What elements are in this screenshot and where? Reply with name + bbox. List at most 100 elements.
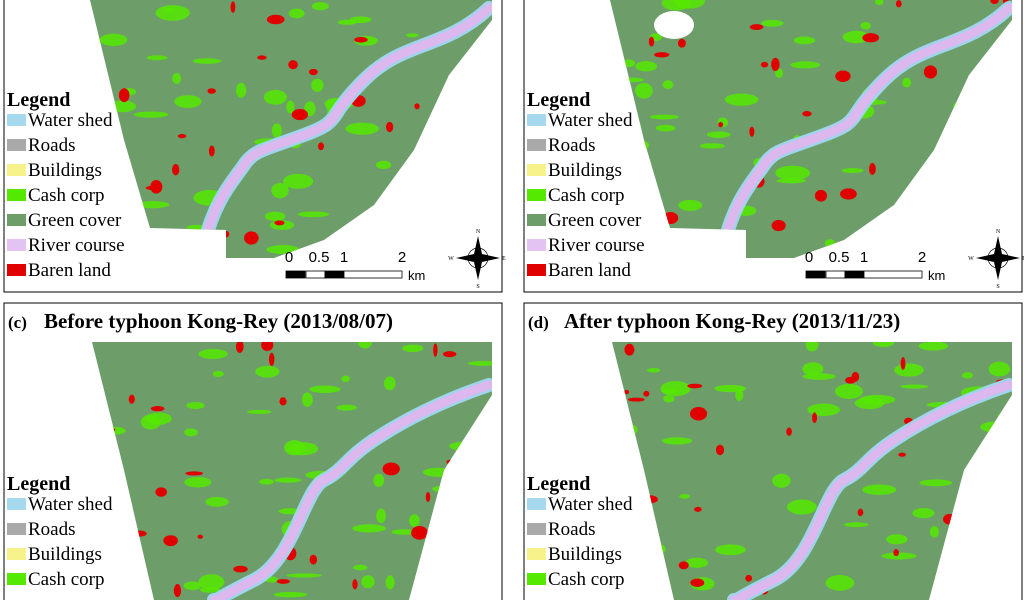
legend-label: River course (28, 235, 125, 256)
legend-label: Cash corp (28, 185, 105, 206)
bare-land-patch (694, 506, 702, 512)
bare-land-patch (425, 491, 431, 503)
scale-bar (343, 270, 403, 279)
scale-label: 0 (805, 249, 813, 266)
scale-bar (285, 270, 306, 279)
cash-crop-patch (860, 21, 871, 30)
cash-crop-patch (776, 178, 806, 184)
legend-swatch (7, 548, 26, 560)
scale-bar (324, 270, 345, 279)
bare-land-patch (923, 65, 938, 79)
bare-land-patch (442, 351, 457, 358)
cash-crop-patch (881, 552, 917, 560)
legend-swatch (7, 164, 26, 176)
scale-bar (825, 270, 846, 279)
scale-bar (844, 270, 865, 279)
cash-crop-patch (894, 363, 924, 377)
cash-crop-patch (775, 68, 784, 78)
cash-crop-patch (678, 199, 703, 211)
bare-land-patch (268, 352, 275, 366)
scale-label: 1 (340, 249, 348, 266)
cash-crop-patch (902, 77, 912, 88)
panel-title: Before typhoon Kong-Rey (2013/08/07) (44, 309, 393, 333)
cash-crop-patch (155, 5, 190, 21)
scale-label: 0.5 (309, 249, 330, 266)
cash-crop-patch (375, 160, 392, 170)
legend-label: River course (548, 235, 645, 256)
compass-letter: S (476, 284, 479, 290)
bare-land-patch (786, 427, 792, 436)
compass-letter: N (476, 229, 481, 235)
cash-crop-patch (843, 522, 869, 528)
legend-label: Roads (548, 135, 596, 156)
bare-land-patch (172, 163, 180, 176)
cash-crop-patch (336, 404, 357, 411)
bare-land-patch (230, 1, 236, 13)
scale-label: 2 (398, 249, 406, 266)
bare-land-patch (318, 142, 324, 151)
legend-label: Buildings (28, 544, 102, 565)
legend-label: Water shed (28, 494, 113, 515)
legend-label: Green cover (548, 210, 642, 231)
scale-bar (305, 270, 326, 279)
cash-crop-patch (361, 575, 375, 589)
scale-bar (863, 270, 923, 279)
cash-crop-patch (706, 131, 731, 138)
cash-crop-patch (807, 403, 841, 417)
cash-crop-patch (353, 564, 368, 571)
bare-land-patch (185, 471, 204, 476)
bare-land-patch (893, 549, 899, 557)
cash-crop-patch (724, 93, 759, 106)
legend-label: Water shed (548, 110, 633, 131)
bare-land-patch (678, 561, 689, 570)
bare-land-patch (163, 535, 178, 547)
cash-crop-patch (635, 61, 658, 72)
cash-crop-patch (663, 395, 675, 403)
cash-crop-patch (311, 78, 324, 92)
cash-crop-patch (309, 385, 341, 394)
bare-land-patch (208, 145, 215, 157)
cash-crop-patch (661, 0, 691, 11)
legend-swatch (527, 264, 546, 276)
bare-land-patch (771, 220, 786, 232)
cash-crop-patch (635, 82, 653, 99)
legend-label: Buildings (28, 160, 102, 181)
legend-title: Legend (7, 473, 70, 495)
cash-crop-patch (919, 479, 953, 487)
compass-letter: S (996, 284, 999, 290)
bare-land-patch (814, 189, 828, 202)
legend-swatch (527, 139, 546, 151)
cash-crop-patch (772, 473, 791, 488)
bare-land-patch (624, 389, 630, 395)
bare-land-patch (715, 444, 725, 456)
cash-crop-patch (662, 80, 674, 90)
scale-label: 0 (285, 249, 293, 266)
bare-land-patch (862, 33, 880, 43)
bare-land-patch (900, 357, 906, 370)
cash-crop-patch (259, 478, 275, 485)
bare-land-patch (895, 0, 902, 8)
cash-crop-patch (263, 89, 287, 105)
panel: (c) Before typhoon Kong-Rey (2013/08/07) L… (3, 302, 503, 600)
cash-crop-patch (406, 33, 419, 38)
cash-crop-patch (900, 384, 929, 389)
bare-land-patch (898, 452, 906, 457)
bare-land-patch (749, 24, 764, 30)
cash-crop-patch (283, 173, 314, 189)
cash-crop-patch (145, 412, 172, 425)
cash-crop-patch (164, 7, 175, 12)
bare-land-patch (869, 163, 876, 175)
scale-label: 0.5 (829, 249, 850, 266)
cash-crop-patch (133, 111, 169, 118)
bare-land-patch (687, 383, 703, 389)
cash-crop-patch (174, 95, 202, 108)
cash-crop-patch (186, 402, 205, 410)
cash-crop-patch (286, 100, 295, 114)
cash-crop-patch (146, 55, 168, 61)
legend-label: Cash corp (548, 569, 625, 590)
compass-letter: W (448, 256, 454, 262)
cash-crop-patch (246, 409, 272, 414)
cash-crop-patch (467, 360, 492, 366)
panel-label: (c) (8, 313, 27, 332)
